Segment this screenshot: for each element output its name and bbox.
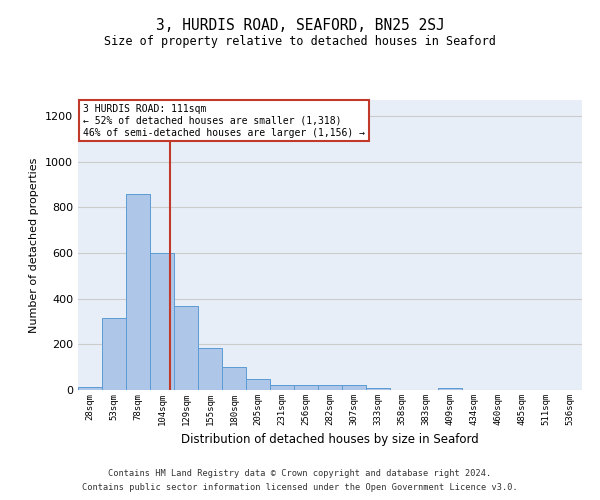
Bar xyxy=(198,348,222,390)
Bar xyxy=(342,386,366,390)
Bar xyxy=(78,386,102,390)
Bar xyxy=(150,253,174,390)
Bar xyxy=(294,386,318,390)
Bar xyxy=(438,388,462,390)
Bar xyxy=(270,386,294,390)
Bar xyxy=(222,367,246,390)
Text: Contains HM Land Registry data © Crown copyright and database right 2024.: Contains HM Land Registry data © Crown c… xyxy=(109,468,491,477)
Bar xyxy=(366,388,390,390)
Bar xyxy=(126,194,150,390)
Text: 3, HURDIS ROAD, SEAFORD, BN25 2SJ: 3, HURDIS ROAD, SEAFORD, BN25 2SJ xyxy=(155,18,445,32)
Bar xyxy=(174,306,198,390)
X-axis label: Distribution of detached houses by size in Seaford: Distribution of detached houses by size … xyxy=(181,434,479,446)
Bar xyxy=(102,318,126,390)
Text: 3 HURDIS ROAD: 111sqm
← 52% of detached houses are smaller (1,318)
46% of semi-d: 3 HURDIS ROAD: 111sqm ← 52% of detached … xyxy=(83,104,365,138)
Y-axis label: Number of detached properties: Number of detached properties xyxy=(29,158,40,332)
Text: Contains public sector information licensed under the Open Government Licence v3: Contains public sector information licen… xyxy=(82,484,518,492)
Bar xyxy=(246,378,270,390)
Bar xyxy=(318,386,342,390)
Text: Size of property relative to detached houses in Seaford: Size of property relative to detached ho… xyxy=(104,35,496,48)
